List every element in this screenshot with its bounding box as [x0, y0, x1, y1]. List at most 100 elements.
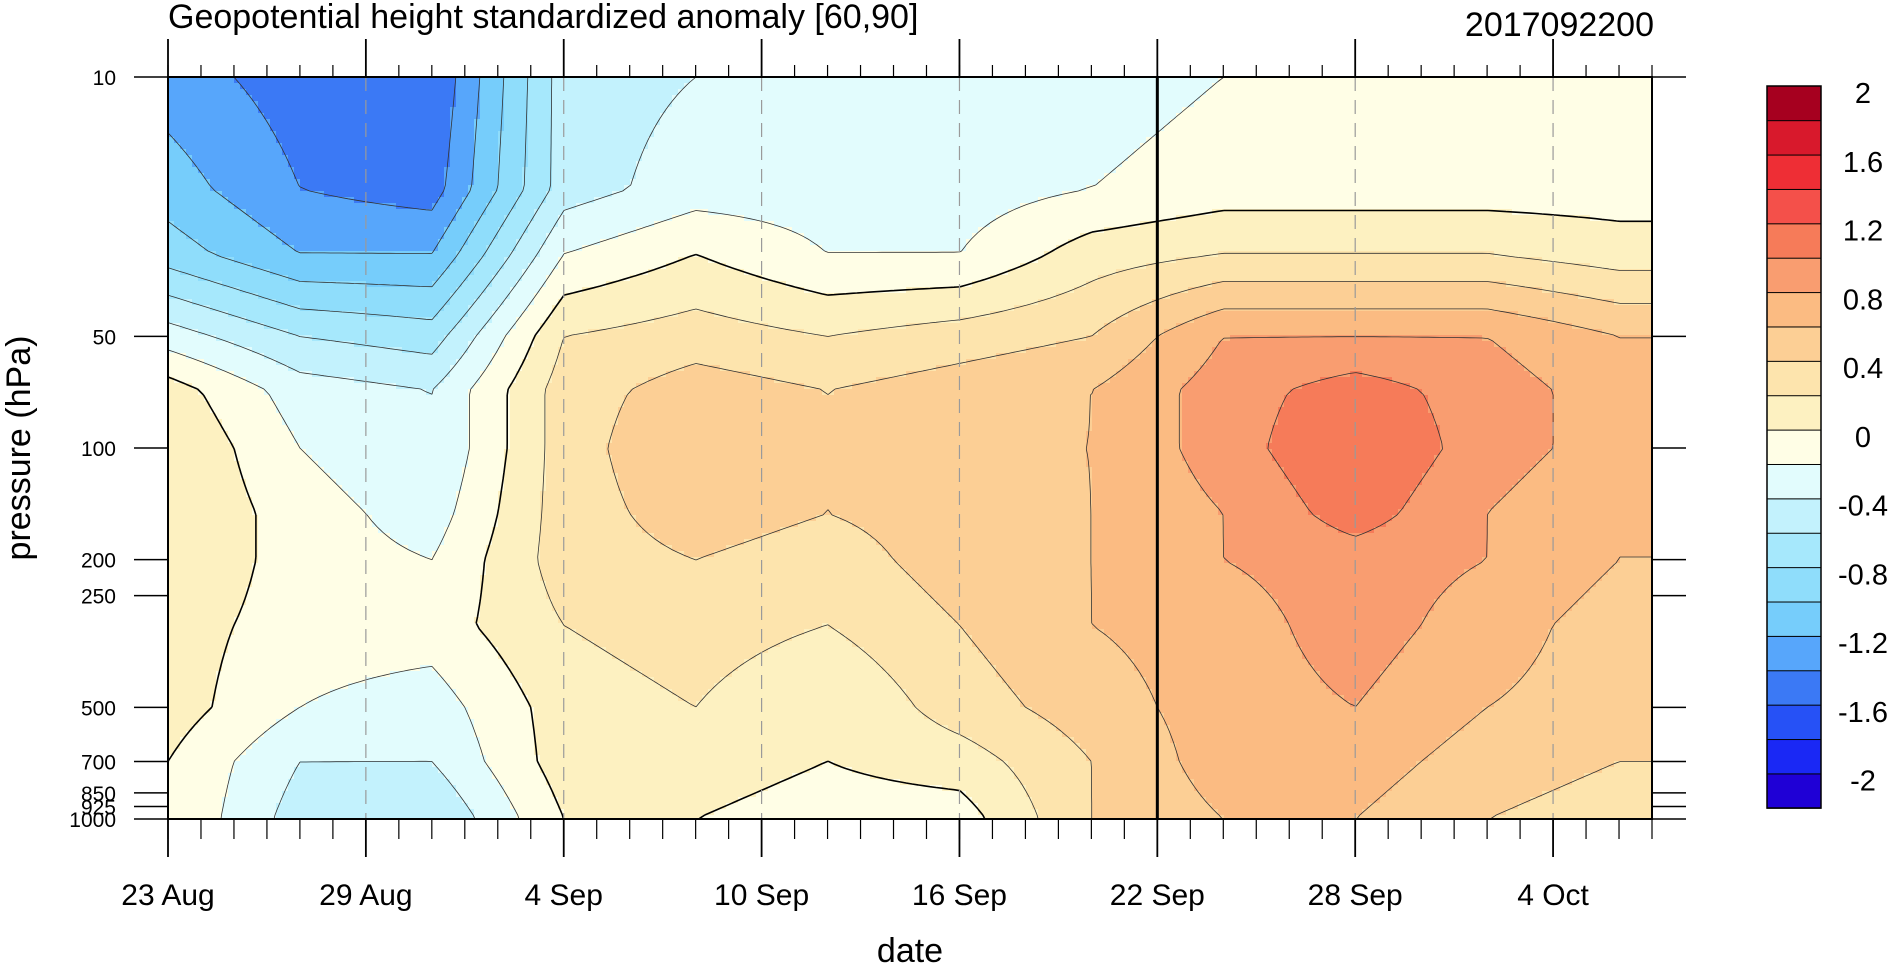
- contour-cell: [1038, 83, 1045, 90]
- contour-cell: [348, 101, 355, 108]
- contour-cell: [1194, 89, 1201, 96]
- contour-cell: [768, 89, 775, 96]
- contour-cell: [1410, 83, 1417, 90]
- contour-cell: [906, 95, 913, 102]
- contour-cell: [384, 95, 391, 102]
- contour-cell: [318, 89, 325, 96]
- contour-cell: [924, 101, 931, 108]
- contour-cell: [1422, 89, 1429, 96]
- contour-cell: [1290, 101, 1297, 108]
- contour-cell: [1020, 95, 1027, 102]
- contour-fill: [168, 77, 1657, 822]
- contour-cell: [1080, 83, 1087, 90]
- contour-cell: [1392, 89, 1399, 96]
- contour-cell: [1536, 89, 1543, 96]
- contour-cell: [1644, 83, 1651, 90]
- contour-cell: [1572, 83, 1579, 90]
- contour-cell: [1092, 101, 1099, 108]
- contour-cell: [1272, 89, 1279, 96]
- contour-cell: [444, 101, 451, 108]
- contour-cell: [750, 95, 757, 102]
- contour-cell: [1470, 89, 1477, 96]
- contour-cell: [1494, 101, 1501, 108]
- contour-cell: [540, 101, 547, 108]
- contour-cell: [570, 89, 577, 96]
- contour-cell: [192, 89, 199, 96]
- contour-cell: [1248, 95, 1255, 102]
- contour-cell: [732, 83, 739, 90]
- contour-cell: [270, 83, 277, 90]
- contour-cell: [654, 83, 661, 90]
- contour-cell: [1284, 101, 1291, 108]
- contour-cell: [1356, 89, 1363, 96]
- contour-cell: [1170, 101, 1177, 108]
- contour-cell: [1482, 89, 1489, 96]
- contour-cell: [750, 101, 757, 108]
- contour-cell: [372, 89, 379, 96]
- contour-cell: [1080, 95, 1087, 102]
- contour-cell: [402, 83, 409, 90]
- contour-cell: [282, 83, 289, 90]
- contour-cell: [1080, 101, 1087, 108]
- contour-cell: [1140, 95, 1147, 102]
- contour-cell: [408, 83, 415, 90]
- contour-cell: [276, 89, 283, 96]
- contour-cell: [732, 101, 739, 108]
- contour-cell: [1008, 95, 1015, 102]
- contour-cell: [324, 83, 331, 90]
- contour-cell: [1236, 101, 1243, 108]
- contour-cell: [588, 95, 595, 102]
- contour-cell: [864, 101, 871, 108]
- contour-cell: [1050, 83, 1057, 90]
- contour-cell: [1380, 89, 1387, 96]
- contour-cell: [762, 83, 769, 90]
- contour-cell: [864, 89, 871, 96]
- contour-cell: [1254, 89, 1261, 96]
- contour-cell: [990, 83, 997, 90]
- contour-cell: [540, 89, 547, 96]
- contour-cell: [1188, 95, 1195, 102]
- contour-cell: [972, 89, 979, 96]
- contour-cell: [1434, 89, 1441, 96]
- contour-cell: [780, 95, 787, 102]
- contour-cell: [888, 83, 895, 90]
- contour-cell: [840, 89, 847, 96]
- contour-cell: [1068, 83, 1075, 90]
- contour-cell: [1296, 83, 1303, 90]
- contour-cell: [1224, 101, 1231, 108]
- contour-cell: [678, 89, 685, 96]
- contour-cell: [234, 89, 241, 96]
- contour-cell: [816, 83, 823, 90]
- contour-cell: [1542, 95, 1549, 102]
- contour-cell: [540, 95, 547, 102]
- contour-cell: [1128, 89, 1135, 96]
- contour-cell: [258, 95, 265, 102]
- contour-cell: [282, 89, 289, 96]
- contour-cell: [1620, 95, 1627, 102]
- contour-cell: [852, 83, 859, 90]
- contour-cell: [432, 83, 439, 90]
- contour-cell: [918, 101, 925, 108]
- contour-cell: [1488, 101, 1495, 108]
- contour-cell: [1302, 95, 1309, 102]
- contour-cell: [1590, 95, 1597, 102]
- contour-cell: [1476, 101, 1483, 108]
- contour-cell: [690, 95, 697, 102]
- contour-cell: [1038, 89, 1045, 96]
- contour-cell: [198, 107, 205, 114]
- contour-cell: [846, 89, 853, 96]
- contour-cell: [1596, 83, 1603, 90]
- contour-cell: [1122, 101, 1129, 108]
- contour-cell: [1608, 83, 1615, 90]
- contour-cell: [744, 89, 751, 96]
- contour-cell: [1110, 95, 1117, 102]
- contour-cell: [390, 83, 397, 90]
- contour-cell: [1062, 89, 1069, 96]
- contour-cell: [636, 83, 643, 90]
- contour-cell: [990, 101, 997, 108]
- contour-cell: [180, 89, 187, 96]
- contour-cell: [1296, 101, 1303, 108]
- contour-cell: [426, 83, 433, 90]
- contour-cell: [654, 89, 661, 96]
- contour-cell: [222, 89, 229, 96]
